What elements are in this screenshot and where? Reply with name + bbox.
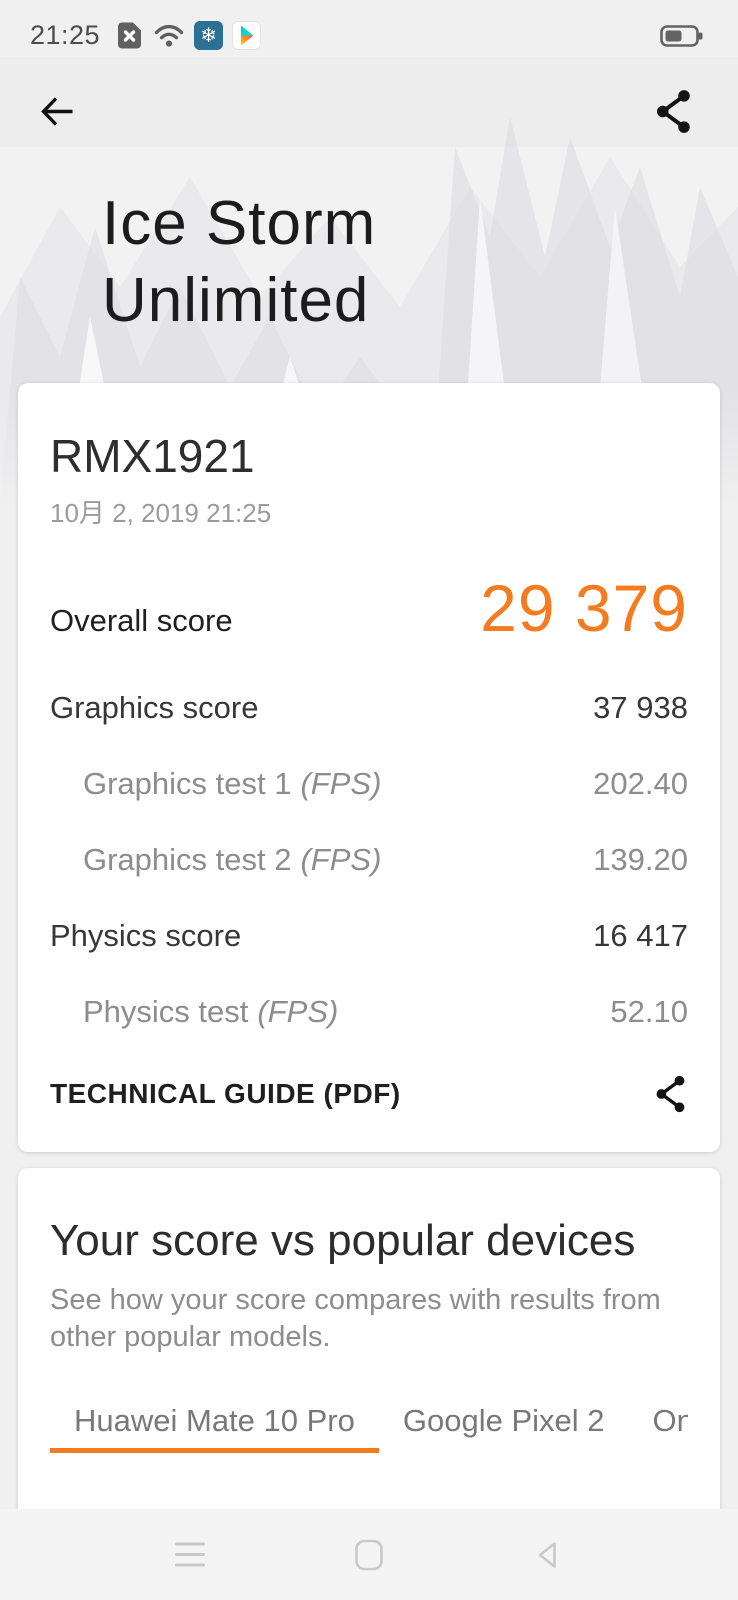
share-result-icon[interactable] — [654, 1074, 688, 1114]
home-icon[interactable] — [354, 1539, 384, 1571]
row-value: 16 417 — [593, 918, 688, 953]
run-timestamp: 10月 2, 2019 21:25 — [50, 498, 272, 528]
page-title-line2: Unlimited — [102, 266, 370, 335]
row-value: 37 938 — [593, 690, 688, 725]
graphics-score-row: Graphics score 37 938 — [50, 670, 688, 746]
tab-huawei-mate-10-pro[interactable]: Huawei Mate 10 Pro — [50, 1396, 379, 1453]
overall-score-row: Overall score 29 379 — [50, 570, 688, 646]
row-label: Graphics test 1 (FPS) — [83, 766, 382, 801]
page-title-line1: Ice Storm — [102, 189, 377, 258]
share-button[interactable] — [654, 89, 694, 134]
score-comparison-card: Your score vs popular devices See how yo… — [18, 1168, 720, 1532]
row-value: 202.40 — [593, 766, 688, 801]
tab-oneplus[interactable]: OnePl — [652, 1403, 689, 1438]
snowflake-icon: ❄ — [194, 21, 224, 50]
overall-score-value: 29 379 — [480, 571, 688, 645]
row-label: Physics score — [50, 918, 242, 953]
comparison-subtitle: See how your score compares with results… — [50, 1284, 661, 1353]
device-tabs: Huawei Mate 10 Pro Google Pixel 2 OnePl — [50, 1396, 688, 1453]
row-label: Graphics test 2 (FPS) — [83, 842, 382, 877]
graphics-test-1-row: Graphics test 1 (FPS) 202.40 — [50, 746, 688, 822]
wifi-icon — [153, 22, 185, 49]
physics-test-row: Physics test (FPS) 52.10 — [50, 974, 688, 1050]
technical-guide-row[interactable]: TECHNICAL GUIDE (PDF) — [50, 1074, 688, 1114]
tab-google-pixel-2[interactable]: Google Pixel 2 — [402, 1403, 605, 1438]
device-name: RMX1921 — [50, 430, 255, 482]
row-value: 52.10 — [610, 994, 688, 1029]
back-nav-icon[interactable] — [532, 1539, 564, 1571]
row-label: Physics test (FPS) — [83, 994, 339, 1029]
overall-score-label: Overall score — [50, 603, 233, 638]
comparison-title: Your score vs popular devices — [50, 1216, 636, 1265]
row-value: 139.20 — [593, 842, 688, 877]
graphics-test-2-row: Graphics test 2 (FPS) 139.20 — [50, 822, 688, 898]
android-nav-bar — [0, 1509, 738, 1600]
menu-icon[interactable] — [174, 1541, 206, 1568]
no-sim-icon — [114, 21, 144, 50]
benchmark-result-card: RMX1921 10月 2, 2019 21:25 Overall score … — [18, 383, 720, 1152]
technical-guide-link[interactable]: TECHNICAL GUIDE (PDF) — [50, 1078, 401, 1109]
row-label: Graphics score — [50, 690, 259, 725]
page-title: Ice Storm Unlimited — [0, 57, 738, 339]
clock: 21:25 — [30, 20, 101, 50]
status-bar: 21:25 ❄ — [0, 0, 738, 57]
google-play-icon — [232, 21, 262, 50]
battery-icon — [660, 24, 704, 48]
physics-score-row: Physics score 16 417 — [50, 898, 688, 974]
score-rows: Graphics score 37 938 Graphics test 1 (FP… — [50, 670, 688, 1050]
back-button[interactable] — [36, 93, 76, 130]
header: Ice Storm Unlimited — [0, 57, 738, 383]
